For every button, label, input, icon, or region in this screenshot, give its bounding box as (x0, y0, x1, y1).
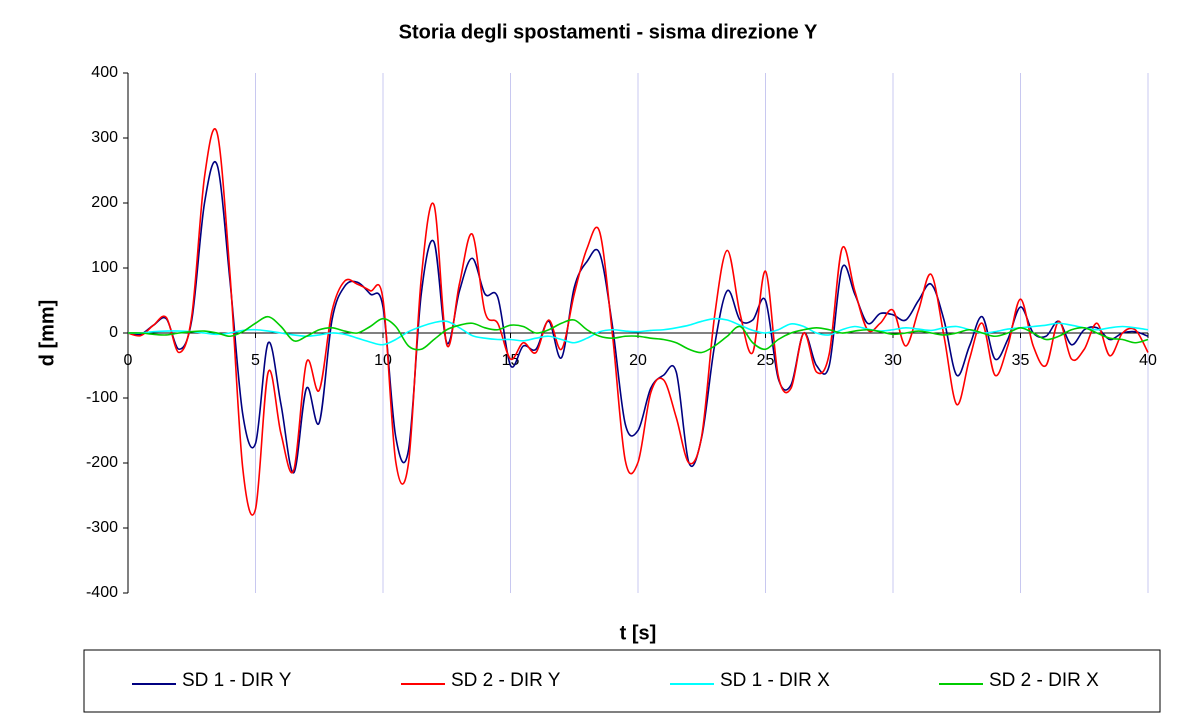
y-tick-label: 300 (91, 129, 118, 146)
series-line (127, 128, 1149, 516)
x-tick-label: 40 (1139, 352, 1157, 369)
legend-box (83, 649, 1161, 713)
y-tick-label: 200 (91, 194, 118, 211)
y-tick-label: 100 (91, 259, 118, 276)
y-tick-label: -300 (86, 519, 118, 536)
x-tick-label: 5 (251, 352, 260, 369)
legend-label: SD 2 - DIR Y (451, 670, 561, 691)
x-tick-label: 0 (124, 352, 133, 369)
legend-label: SD 1 - DIR X (720, 670, 830, 691)
y-tick-label: 400 (91, 64, 118, 81)
x-tick-label: 25 (757, 352, 775, 369)
series-line (127, 315, 1149, 354)
legend-label: SD 2 - DIR X (989, 670, 1099, 691)
y-tick-label: -100 (86, 389, 118, 406)
series-line (127, 161, 1149, 474)
x-axis-label: t [s] (620, 622, 657, 644)
x-tick-label: 35 (1012, 352, 1030, 369)
y-tick-label: 0 (109, 324, 118, 341)
y-tick-label: -400 (86, 584, 118, 601)
x-tick-label: 30 (884, 352, 902, 369)
chart-title: Storia degli spostamenti - sisma direzio… (399, 21, 818, 43)
legend-label: SD 1 - DIR Y (182, 670, 292, 691)
y-axis-label: d [mm] (36, 300, 58, 367)
y-tick-label: -200 (86, 454, 118, 471)
x-tick-label: 20 (629, 352, 647, 369)
